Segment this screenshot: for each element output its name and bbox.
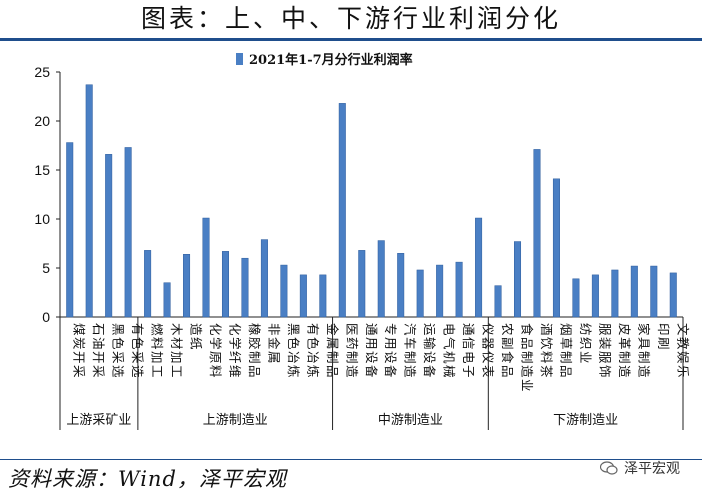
bar (377, 240, 385, 318)
bar (591, 274, 599, 318)
bar (630, 265, 638, 318)
x-tick-label: 印刷 (656, 323, 671, 351)
bar (280, 264, 288, 318)
y-tick-label: 5 (42, 260, 50, 276)
source-note: 资料来源：Wind，泽平宏观 (8, 467, 287, 491)
bar (416, 269, 424, 318)
x-tick-label: 非金属 (266, 323, 281, 365)
x-tick-label: 食品制造业 (520, 323, 535, 393)
bar (221, 251, 229, 318)
bar (455, 261, 463, 318)
bar (552, 178, 560, 318)
x-tick-label: 汽车制造 (403, 323, 418, 379)
y-tick-label: 15 (34, 162, 50, 178)
wechat-icon (600, 461, 618, 475)
group-label: 下游制造业 (553, 413, 618, 428)
x-tick-label: 黑色采选 (111, 323, 126, 379)
watermark-text: 泽平宏观 (624, 461, 680, 477)
title-divider (0, 38, 702, 41)
bar (669, 272, 677, 318)
y-tick-label: 25 (34, 64, 50, 80)
x-tick-label: 黑色冶炼 (286, 323, 301, 379)
bar (611, 269, 619, 318)
page-title: 图表：上、中、下游行业利润分化 (140, 4, 561, 33)
x-tick-label: 橡胶制品 (247, 323, 262, 379)
legend-swatch (236, 53, 243, 65)
bar (163, 282, 171, 318)
bar (397, 253, 405, 318)
y-tick-label: 20 (34, 113, 50, 129)
x-tick-label: 服装服饰 (597, 323, 612, 379)
group-label: 上游采矿业 (66, 413, 131, 428)
group-label: 中游制造业 (378, 413, 443, 428)
bar (85, 84, 93, 318)
x-tick-label: 木材加工 (169, 323, 184, 379)
bar (124, 147, 132, 318)
x-tick-label: 石油开采 (91, 323, 106, 379)
x-tick-label: 酒饮料茶 (539, 323, 554, 379)
bar (338, 103, 346, 318)
footer-divider (0, 459, 702, 460)
group-label: 上游制造业 (203, 413, 268, 428)
x-tick-label: 皮革制造 (617, 323, 632, 379)
x-tick-label: 造纸 (189, 323, 204, 351)
bar (202, 217, 210, 318)
bar (144, 250, 152, 318)
bar (358, 250, 366, 318)
bar (494, 285, 502, 318)
x-tick-label: 燃料加工 (150, 323, 165, 379)
x-tick-label: 家具制造 (636, 323, 651, 379)
watermark: 泽平宏观 (600, 458, 680, 478)
bar (66, 142, 74, 318)
x-tick-label: 通用设备 (364, 323, 379, 379)
bar (650, 265, 658, 318)
bar (319, 274, 327, 318)
x-tick-label: 煤炭开采 (72, 323, 87, 379)
bar (299, 274, 307, 318)
bar (183, 254, 191, 318)
x-tick-label: 农副食品 (500, 323, 515, 379)
bar (436, 264, 444, 318)
x-tick-label: 医药制造 (344, 323, 359, 379)
x-tick-label: 电气机械 (442, 323, 457, 379)
x-tick-label: 运输设备 (422, 323, 437, 379)
bar (105, 154, 113, 318)
y-tick-label: 10 (34, 211, 50, 227)
x-tick-label: 专用设备 (383, 323, 398, 379)
y-tick-label: 0 (42, 309, 50, 325)
x-tick-label: 有色冶炼 (305, 323, 320, 379)
bar (475, 217, 483, 318)
x-tick-label: 通信电子 (461, 323, 476, 379)
profit-margin-chart: 2021年1-7月分行业利润率 0 5 10 15 20 25 煤炭开采 石油开采 黑色采选 有… (34, 52, 690, 430)
x-tick-label: 化学原料 (208, 323, 223, 379)
bar (241, 257, 249, 318)
bar (514, 241, 522, 318)
bar (533, 149, 541, 318)
chart-legend: 2021年1-7月分行业利润率 (236, 52, 413, 68)
legend-label: 2021年1-7月分行业利润率 (249, 52, 413, 68)
x-tick-label: 烟草制品 (558, 323, 573, 379)
x-tick-label: 化学纤维 (227, 323, 242, 379)
bar (572, 278, 580, 318)
bar (260, 239, 268, 318)
x-tick-label: 纺织业 (578, 323, 593, 365)
